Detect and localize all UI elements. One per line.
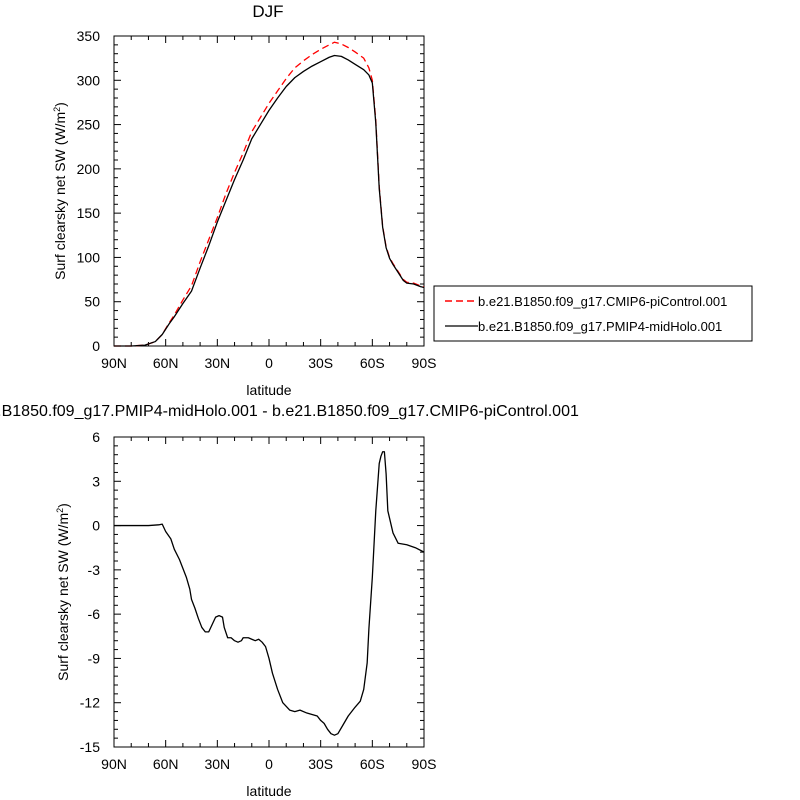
top-xtick-label: 60N (153, 355, 179, 371)
top-xtick-label: 30S (308, 355, 333, 371)
top-xtick-label: 90N (101, 355, 127, 371)
bottom-y-axis-label: Surf clearsky net SW (W/m2) (55, 503, 71, 681)
top-ytick-label: 300 (77, 72, 101, 88)
top-ytick-label: 100 (77, 249, 101, 265)
legend: b.e21.B1850.f09_g17.CMIP6-piControl.001 … (433, 285, 753, 342)
top-xtick-label: 30N (204, 355, 230, 371)
bottom-x-axis-label: latitude (246, 783, 291, 799)
bottom-ytick-label: -6 (88, 606, 101, 622)
top-y-axis-label: Surf clearsky net SW (W/m2) (52, 102, 68, 280)
legend-label-midholo: b.e21.B1850.f09_g17.PMIP4-midHolo.001 (478, 319, 722, 334)
top-ytick-label: 200 (77, 161, 101, 177)
legend-box (433, 285, 753, 342)
top-axes: 90N 60N 30N 0 30S 60S 90S 0 50 100 150 200 250 300 350 (77, 28, 437, 371)
bottom-ytick-label: 0 (92, 518, 100, 534)
bottom-ytick-label: -12 (80, 695, 100, 711)
bottom-xtick-label: 0 (265, 756, 273, 772)
top-xtick-label: 60S (360, 355, 385, 371)
bottom-axes: 90N 60N 30N 0 30S 60S 90S 6 3 0 -3 -6 -9 -12 -15 (80, 429, 437, 772)
top-x-axis-label: latitude (246, 382, 291, 398)
top-xtick-label: 90S (412, 355, 437, 371)
top-ytick-label: 250 (77, 117, 101, 133)
top-chart-title: DJF (252, 2, 283, 21)
top-series-line-0 (114, 41, 425, 347)
top-series-line-1 (114, 54, 425, 347)
bottom-panel: b.e21.B1850.f09_g17.PMIP4-midHolo.001 - … (0, 403, 579, 799)
bottom-xtick-label: 30N (204, 756, 230, 772)
bottom-ytick-label: -3 (88, 562, 101, 578)
bottom-ytick-label: 6 (92, 429, 100, 445)
top-xtick-label: 0 (265, 355, 273, 371)
bottom-series-lines (114, 451, 425, 736)
top-ytick-label: 350 (77, 28, 101, 44)
top-plot-frame (113, 35, 425, 347)
top-panel: DJF 90N 60N 30N 0 30S 60S 90S 0 50 100 150 200 250 30… (52, 2, 436, 398)
bottom-xtick-label: 60S (360, 756, 385, 772)
bottom-xtick-label: 30S (308, 756, 333, 772)
bottom-ytick-label: 3 (92, 473, 100, 489)
bottom-xtick-label: 90N (101, 756, 127, 772)
bottom-xtick-label: 60N (153, 756, 179, 772)
top-ytick-label: 0 (92, 338, 100, 354)
bottom-xtick-label: 90S (412, 756, 437, 772)
bottom-ytick-label: -9 (88, 650, 101, 666)
bottom-series-line-0 (114, 451, 425, 736)
bottom-ytick-label: -15 (80, 739, 100, 755)
top-ytick-label: 50 (84, 294, 100, 310)
top-series-lines (114, 41, 425, 347)
legend-label-picontrol: b.e21.B1850.f09_g17.CMIP6-piControl.001 (478, 294, 727, 309)
bottom-chart-title: b.e21.B1850.f09_g17.PMIP4-midHolo.001 - … (0, 403, 579, 420)
top-ytick-label: 150 (77, 205, 101, 221)
